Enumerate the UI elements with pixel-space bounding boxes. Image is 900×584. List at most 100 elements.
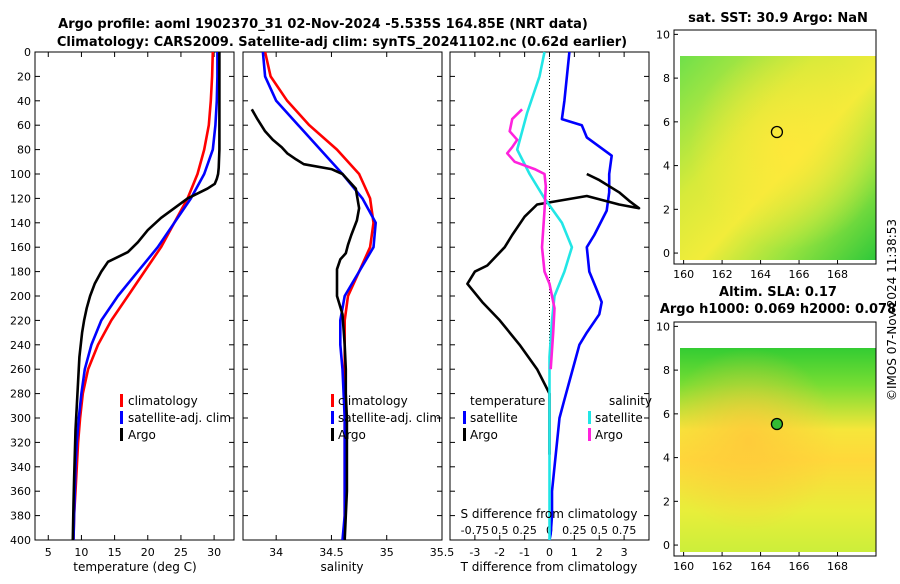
legend-label-argo: Argo <box>128 428 156 442</box>
salinity-diff-tick-label: 0.75 <box>612 524 637 537</box>
series-satellite-adj-clim <box>72 52 219 541</box>
series-salinity-satellite <box>515 51 574 540</box>
legend-marker-satellite <box>331 411 334 424</box>
depth-tick-label: 160 <box>10 241 31 254</box>
series-temperature-argo <box>466 172 641 455</box>
legend-marker-temp-argo <box>463 428 466 441</box>
depth-tick-label: 200 <box>10 290 31 303</box>
legend-label-temp-argo: Argo <box>470 428 498 442</box>
legend-label-argo: Argo <box>338 428 366 442</box>
depth-tick-label: 40 <box>17 95 31 108</box>
credit-text: ©IMOS 07-Nov-2024 11:38:53 <box>885 219 899 401</box>
temperature-legend: climatology satellite-adj. clim Argo <box>120 394 231 442</box>
map-xtick-label: 162 <box>712 560 733 573</box>
series-argo <box>71 52 221 541</box>
legend-heading-salinity: salinity <box>609 394 652 408</box>
map-ytick-label: 10 <box>656 320 670 333</box>
legend-marker-argo <box>120 428 123 441</box>
depth-tick-label: 280 <box>10 388 31 401</box>
sla-map-panel: 160 162 164 166 168 0 2 4 6 8 10 <box>656 320 877 573</box>
differences-xtick-label: -3 <box>469 546 480 559</box>
series-temperature-satellite <box>548 51 614 541</box>
legend-heading-temperature: temperature <box>470 394 545 408</box>
temperature-xtick-label: 15 <box>108 546 122 559</box>
figure-title-line2: Climatology: CARS2009. Satellite-adj cli… <box>57 35 627 50</box>
differences-xtick-label: -1 <box>519 546 530 559</box>
legend-label-temp-satellite: satellite <box>470 411 518 425</box>
salinity-xtick-label: 35.5 <box>430 546 455 559</box>
differences-xtick-label: -2 <box>494 546 505 559</box>
salinity-diff-tick-label: 0.25 <box>512 524 537 537</box>
difference-xlabel: T difference from climatology <box>460 560 638 574</box>
depth-tick-label: 100 <box>10 168 31 181</box>
depth-tick-label: 20 <box>17 70 31 83</box>
legend-marker-climatology <box>120 394 123 407</box>
map-ytick-label: 2 <box>663 203 670 216</box>
map-ytick-label: 0 <box>663 539 670 552</box>
depth-tick-label: 360 <box>10 485 31 498</box>
map-ytick-label: 10 <box>656 28 670 41</box>
salinity-legend: climatology satellite-adj. clim Argo <box>331 394 441 442</box>
legend-label-sal-satellite: satellite <box>595 411 643 425</box>
sla-argo-marker <box>770 417 784 431</box>
sst-map-panel: 160 162 164 166 168 0 2 4 6 8 10 <box>656 28 877 281</box>
temperature-xtick-label: 10 <box>74 546 88 559</box>
depth-tick-label: 300 <box>10 412 31 425</box>
sst-map-frame <box>673 29 877 265</box>
depth-tick-label: 180 <box>10 266 31 279</box>
salinity-diff-tick-label: -0.75 <box>461 524 489 537</box>
difference-legend: temperature salinity satellite Argo sate… <box>463 394 652 442</box>
legend-marker-satellite <box>120 411 123 424</box>
legend-label-satellite: satellite-adj. clim <box>128 411 231 425</box>
map-xtick-label: 166 <box>789 560 810 573</box>
temperature-xtick-label: 5 <box>45 546 52 559</box>
sst-map-warm-zone <box>680 56 876 260</box>
depth-tick-label: 320 <box>10 436 31 449</box>
salinity-xtick-label: 35 <box>380 546 394 559</box>
salinity-xtick-label: 34.5 <box>319 546 344 559</box>
depth-tick-label: 260 <box>10 363 31 376</box>
map-xtick-label: 162 <box>712 268 733 281</box>
legend-marker-sal-argo <box>588 428 591 441</box>
map-ytick-label: 0 <box>663 247 670 260</box>
legend-label-satellite: satellite-adj. clim <box>338 411 441 425</box>
differences-xtick-label: 3 <box>621 546 628 559</box>
depth-tick-label: 60 <box>17 119 31 132</box>
salinity-profile-panel: 34 34.5 35 35.5 <box>242 51 455 559</box>
depth-tick-label: 240 <box>10 339 31 352</box>
difference-xlabel-salinity: S difference from climatology <box>461 507 638 521</box>
sst-map-title: sat. SST: 30.9 Argo: NaN <box>688 11 868 26</box>
differences-xtick-label: 0 <box>546 546 553 559</box>
map-ytick-label: 4 <box>663 160 670 173</box>
depth-tick-label: 340 <box>10 461 31 474</box>
series-satellite-adj-clim <box>261 51 378 541</box>
sst-map-ticks: 160 162 164 166 168 0 2 4 6 8 10 <box>656 28 848 281</box>
salinity-axes-frame <box>242 51 443 541</box>
map-xtick-label: 160 <box>673 268 694 281</box>
legend-label-sal-argo: Argo <box>595 428 623 442</box>
map-ytick-label: 4 <box>663 452 670 465</box>
legend-label-climatology: climatology <box>128 394 198 408</box>
salinity-diff-tick-label: 0.5 <box>491 524 509 537</box>
depth-tick-label: 0 <box>24 46 31 59</box>
temperature-xtick-label: 25 <box>174 546 188 559</box>
sst-argo-marker <box>770 125 784 139</box>
differences-xtick-label: 1 <box>571 546 578 559</box>
legend-marker-temp-satellite <box>463 411 466 424</box>
map-ytick-label: 8 <box>663 72 670 85</box>
temperature-xtick-label: 30 <box>207 546 221 559</box>
map-xtick-label: 164 <box>750 268 771 281</box>
depth-tick-label: 140 <box>10 217 31 230</box>
depth-tick-label: 80 <box>17 144 31 157</box>
series-salinity-argo <box>505 108 556 370</box>
series-argo <box>250 108 361 541</box>
map-ytick-label: 6 <box>663 116 670 129</box>
salinity-xtick-label: 34 <box>269 546 283 559</box>
depth-tick-label: 220 <box>10 314 31 327</box>
temperature-axes-frame <box>34 51 235 541</box>
sla-map-subtitle: Argo h1000: 0.069 h2000: 0.078 <box>660 302 896 317</box>
legend-marker-sal-satellite <box>588 411 591 424</box>
depth-tick-label: 400 <box>10 534 31 547</box>
temperature-xtick-label: 20 <box>141 546 155 559</box>
